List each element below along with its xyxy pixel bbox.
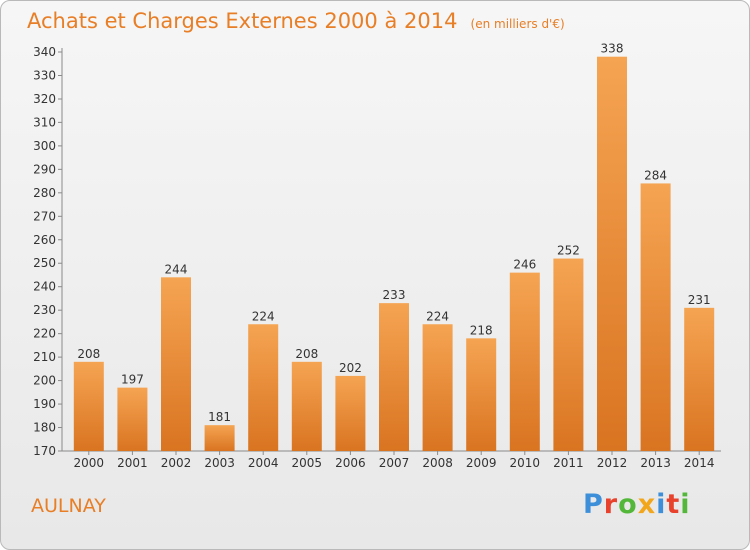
proxiti-logo: Proxiti (583, 489, 691, 520)
y-tick-label: 170 (33, 444, 56, 458)
chart-title: Achats et Charges Externes 2000 à 2014 (… (27, 9, 565, 33)
y-tick-label: 190 (33, 397, 56, 411)
x-tick-label-2012: 2012 (597, 456, 628, 470)
logo-letter: r (603, 489, 619, 520)
y-tick-label: 300 (33, 139, 56, 153)
y-tick-label: 230 (33, 303, 56, 317)
bar-2009 (466, 338, 497, 451)
data-label-2013: 284 (644, 168, 667, 182)
bar-2002 (161, 277, 191, 451)
x-tick-label-2001: 2001 (117, 456, 148, 470)
x-tick-label-2004: 2004 (248, 456, 279, 470)
logo-letter: i (680, 489, 691, 520)
y-tick-label: 320 (33, 92, 56, 106)
data-label-2006: 202 (339, 361, 362, 375)
axes: 170 180 190 200 210 220 230 240 250 260 270 280 290 3… (33, 45, 721, 470)
data-label-2014: 231 (688, 293, 711, 307)
bar-2001 (117, 387, 148, 451)
logo-letter: i (656, 489, 667, 520)
y-tick-label: 220 (33, 327, 56, 341)
data-label-2000: 208 (77, 347, 100, 361)
logo-letter: P (583, 489, 604, 520)
data-label-2004: 224 (252, 309, 275, 323)
x-tick-label-2005: 2005 (292, 456, 323, 470)
data-label-2010: 246 (513, 258, 536, 272)
bar-2007 (379, 303, 409, 451)
y-tick-label: 240 (33, 280, 56, 294)
bar-2010 (509, 272, 540, 451)
bar-2000 (73, 361, 104, 451)
x-tick-label-2008: 2008 (422, 456, 453, 470)
x-tick-label-2011: 2011 (553, 456, 584, 470)
y-tick-label: 250 (33, 256, 56, 270)
x-tick-label-2010: 2010 (510, 456, 541, 470)
x-tick-label-2009: 2009 (466, 456, 497, 470)
data-label-2011: 252 (557, 244, 580, 258)
data-label-2002: 244 (165, 262, 188, 276)
city-name: AULNAY (31, 495, 106, 517)
bar-2006 (335, 375, 366, 451)
y-tick-label: 270 (33, 209, 56, 223)
x-tick-label-2007: 2007 (379, 456, 410, 470)
bars-group (73, 56, 715, 451)
y-tick-label: 340 (33, 45, 56, 59)
x-tick-label-2003: 2003 (204, 456, 235, 470)
x-tick-label-2014: 2014 (684, 456, 715, 470)
data-label-2001: 197 (121, 373, 144, 387)
x-tick-label-2006: 2006 (335, 456, 366, 470)
bar-2014 (684, 307, 715, 451)
data-label-2012: 338 (601, 42, 624, 56)
bar-2012 (597, 56, 627, 451)
y-tick-label: 280 (33, 186, 56, 200)
title-unit: (en milliers d'€) (470, 17, 565, 31)
logo-letter: o (618, 489, 638, 520)
y-tick-label: 180 (33, 421, 56, 435)
bar-2004 (248, 324, 279, 451)
data-labels-group: 208 197 244 181 224 208 202 233 224 218 246 252 338 2… (77, 42, 710, 424)
bar-2005 (291, 361, 322, 451)
data-label-2007: 233 (383, 288, 406, 302)
logo-letter: t (666, 489, 681, 520)
y-tick-label: 260 (33, 233, 56, 247)
bar-2003 (204, 425, 235, 451)
y-tick-label: 290 (33, 162, 56, 176)
y-tick-label: 330 (33, 68, 56, 82)
x-tick-label-2002: 2002 (161, 456, 192, 470)
y-tick-label: 200 (33, 374, 56, 388)
x-tick-label-2013: 2013 (640, 456, 671, 470)
x-tick-label-2000: 2000 (74, 456, 105, 470)
data-label-2005: 208 (295, 347, 318, 361)
bar-2013 (640, 183, 671, 451)
bar-2011 (553, 258, 584, 451)
logo-letter: x (637, 489, 657, 520)
title-text: Achats et Charges Externes 2000 à 2014 (27, 9, 458, 33)
data-label-2009: 218 (470, 323, 493, 337)
data-label-2003: 181 (208, 410, 231, 424)
y-tick-label: 310 (33, 115, 56, 129)
y-tick-label: 210 (33, 350, 56, 364)
data-label-2008: 224 (426, 309, 449, 323)
bar-2008 (422, 324, 453, 451)
